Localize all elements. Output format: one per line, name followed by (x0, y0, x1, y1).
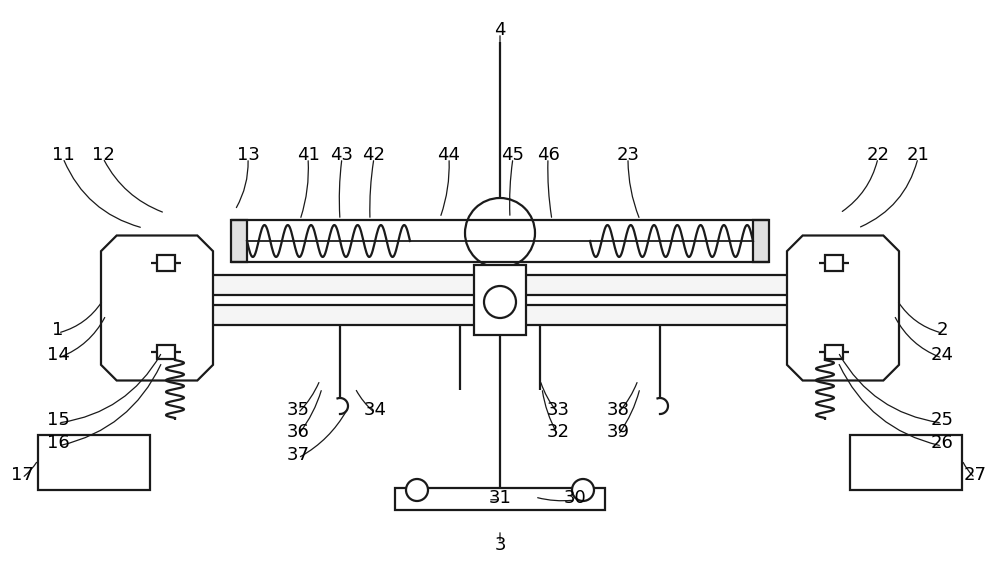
Text: 42: 42 (362, 146, 386, 164)
Text: 14: 14 (47, 346, 69, 364)
Text: 35: 35 (287, 401, 310, 419)
Text: 25: 25 (930, 411, 954, 429)
Bar (231, 220, 247, 262)
Bar (38, 435, 150, 490)
Text: 36: 36 (287, 423, 309, 441)
Text: 33: 33 (546, 401, 570, 419)
Text: 38: 38 (607, 401, 629, 419)
Bar (474, 265, 526, 335)
Text: 22: 22 (866, 146, 890, 164)
Text: 39: 39 (606, 423, 630, 441)
Bar (132, 275, 868, 295)
Text: 12: 12 (92, 146, 114, 164)
Text: 41: 41 (297, 146, 319, 164)
Text: 37: 37 (287, 446, 310, 464)
Bar (850, 435, 962, 490)
Text: 30: 30 (564, 489, 586, 507)
Bar (395, 488, 605, 510)
Text: 17: 17 (11, 466, 33, 484)
Text: 27: 27 (964, 466, 986, 484)
Circle shape (484, 286, 516, 318)
Text: 2: 2 (936, 321, 948, 339)
Text: 34: 34 (364, 401, 386, 419)
Text: 15: 15 (47, 411, 69, 429)
Text: 32: 32 (546, 423, 570, 441)
Text: 44: 44 (438, 146, 460, 164)
Text: 26: 26 (931, 434, 953, 452)
Text: 23: 23 (616, 146, 640, 164)
Text: 11: 11 (52, 146, 74, 164)
Text: 46: 46 (537, 146, 559, 164)
Bar (753, 220, 769, 262)
Bar (825, 345, 843, 359)
Bar (157, 345, 175, 359)
Polygon shape (787, 235, 899, 380)
Circle shape (572, 479, 594, 501)
Text: 13: 13 (237, 146, 259, 164)
Bar (157, 255, 175, 271)
Text: 45: 45 (502, 146, 524, 164)
Circle shape (465, 198, 535, 268)
Text: 24: 24 (930, 346, 954, 364)
Text: 1: 1 (52, 321, 64, 339)
Bar (132, 305, 868, 325)
Text: 31: 31 (489, 489, 511, 507)
Text: 21: 21 (907, 146, 929, 164)
Polygon shape (101, 235, 213, 380)
Circle shape (406, 479, 428, 501)
Text: 16: 16 (47, 434, 69, 452)
Bar (825, 255, 843, 271)
Text: 3: 3 (494, 536, 506, 554)
Text: 4: 4 (494, 21, 506, 39)
Text: 43: 43 (330, 146, 354, 164)
